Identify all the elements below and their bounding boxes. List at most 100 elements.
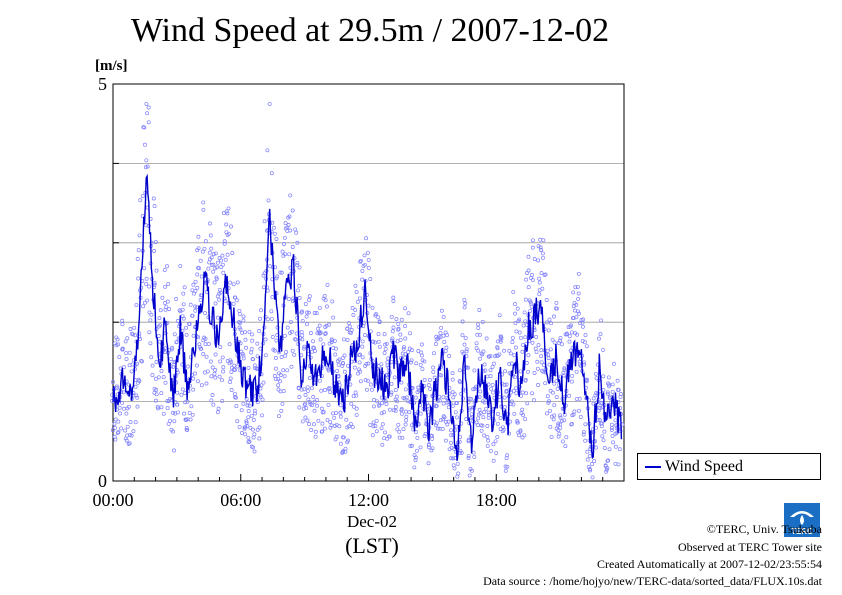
sample-point	[145, 111, 150, 116]
sample-point	[430, 436, 435, 441]
sample-point	[575, 332, 580, 337]
sample-point	[122, 365, 126, 370]
sample-point	[137, 331, 142, 336]
sample-point	[576, 309, 580, 314]
sample-point	[336, 362, 341, 367]
sample-point	[206, 266, 211, 271]
sample-point	[549, 434, 554, 439]
sample-point	[472, 368, 477, 373]
sample-point	[120, 318, 125, 323]
sample-point	[576, 311, 581, 316]
sample-point	[115, 430, 120, 435]
sample-point	[118, 411, 123, 416]
sample-point	[144, 276, 149, 281]
sample-point	[127, 441, 132, 446]
sample-point	[469, 468, 474, 473]
sample-point	[307, 422, 312, 427]
sample-point	[390, 329, 395, 334]
sample-point	[433, 423, 438, 428]
sample-point	[211, 252, 216, 257]
sample-point	[540, 286, 545, 291]
sample-point	[215, 315, 220, 320]
sample-point	[342, 353, 347, 358]
sample-point	[338, 441, 343, 446]
sample-point	[597, 418, 602, 422]
sample-point	[520, 390, 525, 395]
sample-point	[477, 395, 482, 399]
sample-point	[193, 371, 197, 376]
sample-point	[422, 434, 427, 439]
sample-point	[281, 368, 286, 373]
sample-point	[597, 336, 601, 341]
sample-point	[182, 285, 187, 290]
sample-point	[301, 406, 306, 411]
sample-point	[514, 391, 519, 396]
sample-point	[441, 401, 446, 406]
sample-point	[280, 401, 285, 406]
sample-point	[600, 421, 604, 426]
sample-point	[469, 396, 474, 401]
sample-point	[499, 336, 504, 341]
sample-point	[313, 349, 317, 353]
sample-point	[303, 302, 308, 306]
sample-point	[247, 329, 252, 334]
sample-point	[399, 317, 404, 322]
sample-point	[498, 416, 503, 421]
sample-point	[209, 255, 214, 260]
sample-point	[330, 299, 335, 304]
sample-point	[526, 285, 531, 290]
sample-point	[431, 365, 436, 370]
sample-point	[429, 448, 434, 453]
sample-point	[491, 390, 496, 395]
sample-point	[213, 266, 218, 271]
sample-point	[146, 105, 151, 110]
sample-point	[439, 325, 444, 330]
sample-point	[583, 333, 588, 338]
sample-point	[401, 427, 406, 432]
sample-point	[168, 356, 173, 361]
sample-point	[497, 352, 502, 357]
sample-point	[371, 404, 376, 409]
sample-point	[243, 337, 248, 342]
sample-point	[558, 413, 563, 418]
sample-point	[164, 304, 169, 309]
sample-point	[360, 344, 365, 349]
sample-point	[113, 425, 117, 430]
sample-point	[180, 387, 185, 392]
sample-point	[169, 347, 174, 352]
sample-point	[561, 371, 566, 375]
sample-point	[353, 283, 358, 288]
sample-point	[246, 365, 251, 370]
sample-point	[530, 391, 535, 396]
sample-point	[438, 335, 443, 340]
sample-point	[512, 388, 517, 393]
sample-point	[229, 359, 234, 364]
sample-point	[250, 357, 255, 362]
chart-title: Wind Speed at 29.5m / 2007-12-02	[130, 12, 610, 49]
sample-point	[602, 446, 607, 450]
sample-point	[455, 474, 460, 479]
sample-point	[148, 318, 153, 323]
sample-point	[464, 417, 469, 422]
sample-point	[455, 461, 460, 466]
sample-point	[480, 319, 485, 324]
sample-point	[530, 245, 535, 250]
sample-point	[287, 297, 291, 301]
sample-point	[162, 267, 167, 272]
sample-point	[342, 369, 347, 374]
sample-point	[365, 250, 370, 255]
sample-point	[193, 308, 198, 313]
sample-point	[518, 335, 523, 340]
sample-point	[551, 314, 556, 319]
sample-point	[556, 434, 561, 439]
sample-point	[166, 282, 171, 287]
sample-point	[226, 206, 231, 211]
sample-point	[136, 276, 141, 281]
sample-point	[171, 410, 175, 415]
sample-point	[522, 433, 527, 438]
sample-point	[512, 375, 517, 380]
sample-point	[221, 365, 226, 370]
sample-point	[190, 412, 195, 417]
sample-point	[326, 402, 331, 407]
sample-point	[332, 415, 337, 420]
